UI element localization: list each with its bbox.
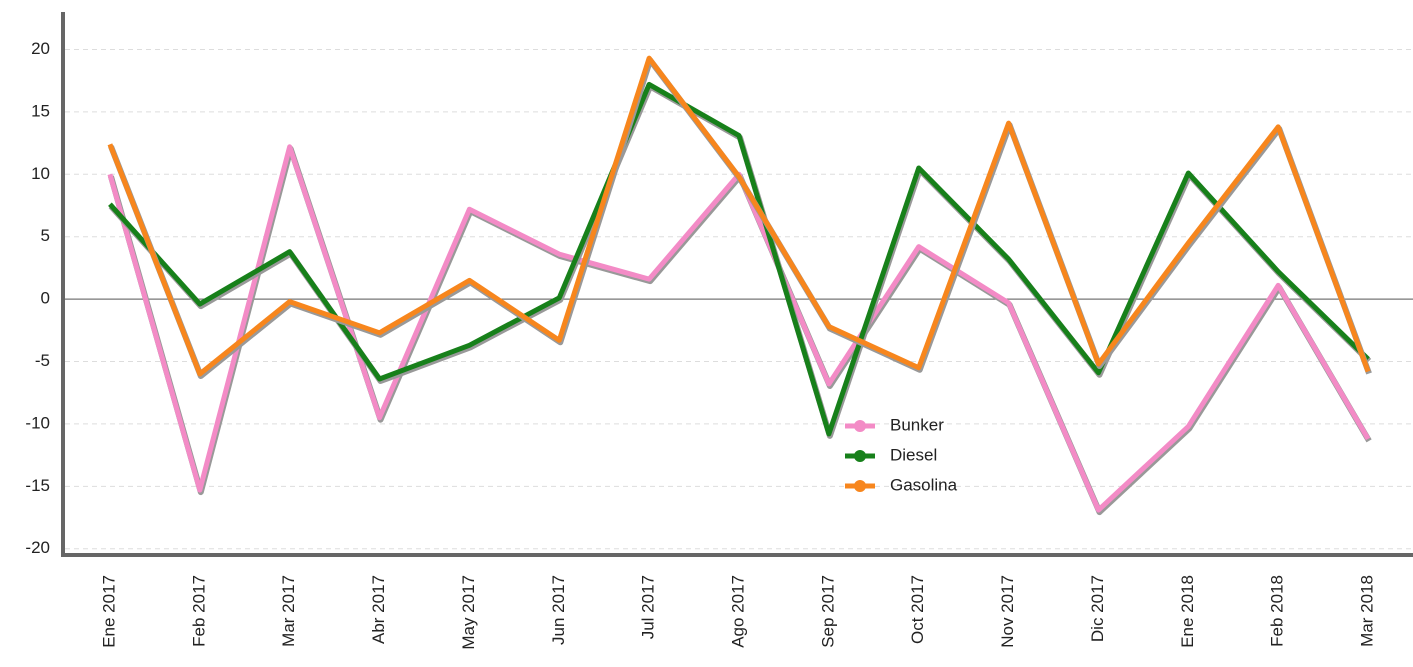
x-tick-label: Ago 2017 (728, 575, 747, 648)
y-tick-label: -15 (25, 476, 50, 495)
legend-marker (854, 450, 866, 462)
y-tick-label: 5 (41, 226, 50, 245)
x-tick-label: Jul 2017 (639, 575, 658, 639)
y-tick-label: 0 (41, 289, 50, 308)
legend-marker (854, 480, 866, 492)
x-tick-label: Oct 2017 (908, 575, 927, 644)
x-tick-label: Ene 2017 (99, 575, 118, 648)
x-tick-label: Feb 2017 (189, 575, 208, 647)
line-shadow (108, 57, 1372, 379)
legend-marker (854, 420, 866, 432)
x-tick-label: Nov 2017 (998, 575, 1017, 648)
y-tick-label: -20 (25, 538, 50, 557)
x-tick-label: May 2017 (459, 575, 478, 650)
legend-label: Bunker (890, 415, 944, 434)
x-tick-label: Abr 2017 (369, 575, 388, 644)
x-tick-label: Jun 2017 (549, 575, 568, 645)
x-tick-label: Mar 2018 (1358, 575, 1377, 647)
legend-label: Gasolina (890, 475, 958, 494)
x-tick-label: Mar 2017 (279, 575, 298, 647)
series-line (107, 55, 1371, 377)
y-tick-label: 10 (31, 164, 50, 183)
y-tick-label: -10 (25, 413, 50, 432)
legend-label: Diesel (890, 445, 937, 464)
y-tick-label: 15 (31, 101, 50, 120)
series-line (108, 81, 1370, 437)
x-tick-label: Dic 2017 (1088, 575, 1107, 642)
line-shadow (108, 145, 1372, 516)
x-tick-label: Ene 2018 (1178, 575, 1197, 648)
y-tick-label: -5 (35, 351, 50, 370)
x-tick-label: Feb 2018 (1268, 575, 1287, 647)
y-tick-label: 20 (31, 39, 50, 58)
x-tick-label: Sep 2017 (818, 575, 837, 648)
